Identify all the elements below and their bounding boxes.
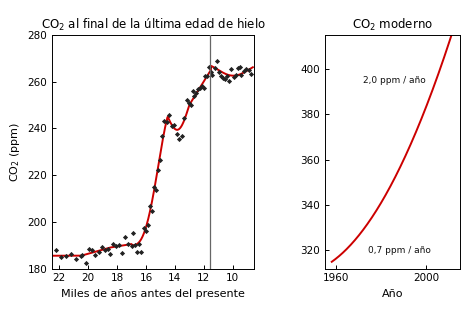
Point bbox=[57, 255, 65, 260]
Point bbox=[128, 243, 136, 248]
Point bbox=[178, 133, 186, 138]
Point bbox=[133, 250, 141, 255]
Point bbox=[198, 84, 206, 89]
Point bbox=[187, 102, 194, 107]
Point bbox=[136, 242, 143, 247]
Point bbox=[109, 242, 117, 247]
Point bbox=[161, 118, 168, 123]
Point bbox=[240, 69, 247, 74]
Point bbox=[121, 235, 129, 240]
Point bbox=[148, 209, 156, 214]
Point bbox=[163, 119, 171, 124]
Point bbox=[189, 88, 196, 93]
Point bbox=[125, 241, 132, 246]
Point bbox=[183, 97, 191, 102]
Point bbox=[185, 101, 193, 106]
Point bbox=[232, 72, 239, 77]
Point bbox=[82, 260, 90, 265]
Point bbox=[200, 86, 208, 91]
Point bbox=[118, 250, 126, 255]
Point bbox=[115, 242, 123, 247]
Point bbox=[213, 58, 220, 64]
Point bbox=[223, 73, 231, 78]
Y-axis label: CO$_2$ (ppm): CO$_2$ (ppm) bbox=[8, 122, 22, 182]
Point bbox=[142, 228, 149, 233]
Point bbox=[191, 93, 198, 98]
Point bbox=[129, 231, 137, 236]
Title: CO$_2$ al final de la última edad de hielo: CO$_2$ al final de la última edad de hie… bbox=[41, 17, 265, 33]
Point bbox=[73, 256, 80, 261]
Point bbox=[230, 75, 237, 80]
Point bbox=[236, 65, 244, 70]
Point bbox=[77, 253, 85, 258]
Point bbox=[211, 66, 219, 71]
Point bbox=[221, 76, 229, 81]
Point bbox=[217, 73, 225, 78]
Point bbox=[203, 74, 211, 79]
X-axis label: Año: Año bbox=[382, 289, 403, 299]
Point bbox=[165, 113, 173, 118]
Point bbox=[245, 68, 253, 73]
Point bbox=[168, 124, 176, 129]
Point bbox=[98, 245, 106, 250]
Point bbox=[196, 86, 204, 91]
Point bbox=[140, 226, 147, 231]
Title: CO$_2$ moderno: CO$_2$ moderno bbox=[352, 17, 433, 33]
Point bbox=[105, 246, 112, 252]
Point bbox=[158, 134, 165, 139]
Point bbox=[175, 136, 183, 141]
Point bbox=[228, 66, 235, 71]
Point bbox=[79, 253, 86, 258]
Point bbox=[207, 69, 215, 74]
Point bbox=[153, 188, 160, 193]
Point bbox=[91, 252, 99, 257]
Point bbox=[144, 222, 152, 228]
Point bbox=[215, 70, 222, 75]
X-axis label: Miles de años antes del presente: Miles de años antes del presente bbox=[61, 289, 245, 299]
Point bbox=[137, 250, 145, 255]
Point bbox=[146, 203, 154, 208]
Point bbox=[226, 78, 233, 83]
Point bbox=[155, 167, 162, 172]
Point bbox=[106, 252, 114, 257]
Point bbox=[171, 123, 178, 128]
Point bbox=[89, 247, 96, 252]
Point bbox=[205, 65, 213, 70]
Point bbox=[243, 66, 250, 71]
Text: 2,0 ppm / año: 2,0 ppm / año bbox=[363, 76, 426, 85]
Point bbox=[101, 247, 109, 252]
Point bbox=[192, 91, 200, 96]
Point bbox=[247, 72, 255, 77]
Point bbox=[85, 246, 93, 251]
Point bbox=[112, 243, 120, 248]
Point bbox=[150, 185, 158, 190]
Point bbox=[181, 115, 188, 120]
Point bbox=[63, 253, 70, 258]
Point bbox=[209, 73, 216, 78]
Point bbox=[156, 158, 164, 163]
Point bbox=[219, 76, 227, 81]
Point bbox=[95, 249, 102, 254]
Point bbox=[53, 247, 60, 252]
Point bbox=[131, 243, 139, 248]
Point bbox=[234, 66, 242, 71]
Point bbox=[173, 132, 181, 137]
Point bbox=[194, 87, 202, 92]
Text: 0,7 ppm / año: 0,7 ppm / año bbox=[368, 246, 430, 255]
Point bbox=[201, 74, 209, 79]
Point bbox=[67, 252, 75, 257]
Point bbox=[237, 72, 245, 77]
